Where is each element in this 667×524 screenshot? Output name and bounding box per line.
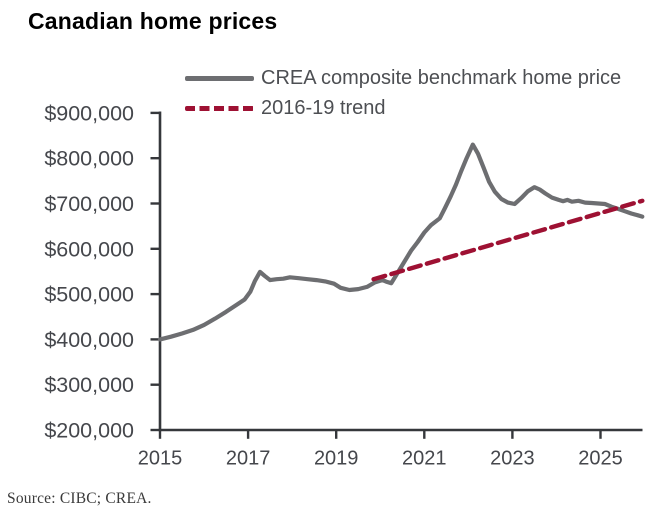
svg-text:$900,000: $900,000 [44,101,134,125]
svg-text:2017: 2017 [226,448,271,470]
source-note: Source: CIBC; CREA. [7,490,152,507]
svg-text:2019: 2019 [314,448,359,470]
legend-swatch-dashed-line [185,105,254,111]
svg-text:$400,000: $400,000 [44,328,134,352]
legend-item-crea: CREA composite benchmark home price [185,63,621,93]
svg-text:$300,000: $300,000 [44,373,134,397]
svg-text:$500,000: $500,000 [44,283,134,307]
legend-swatch-solid-line [185,75,254,81]
legend-label-crea: CREA composite benchmark home price [261,66,622,89]
svg-text:$600,000: $600,000 [44,237,134,261]
svg-text:2025: 2025 [578,448,623,470]
svg-text:$700,000: $700,000 [44,192,134,216]
legend-label-trend: 2016-19 trend [261,96,386,119]
svg-text:$800,000: $800,000 [44,147,134,171]
svg-text:2021: 2021 [402,448,447,470]
svg-text:$200,000: $200,000 [44,419,134,443]
svg-text:2015: 2015 [138,448,183,470]
chart-title: Canadian home prices [28,8,278,34]
svg-text:2023: 2023 [490,448,535,470]
legend-item-trend: 2016-19 trend [185,93,621,123]
chart-legend: CREA composite benchmark home price 2016… [185,63,621,123]
